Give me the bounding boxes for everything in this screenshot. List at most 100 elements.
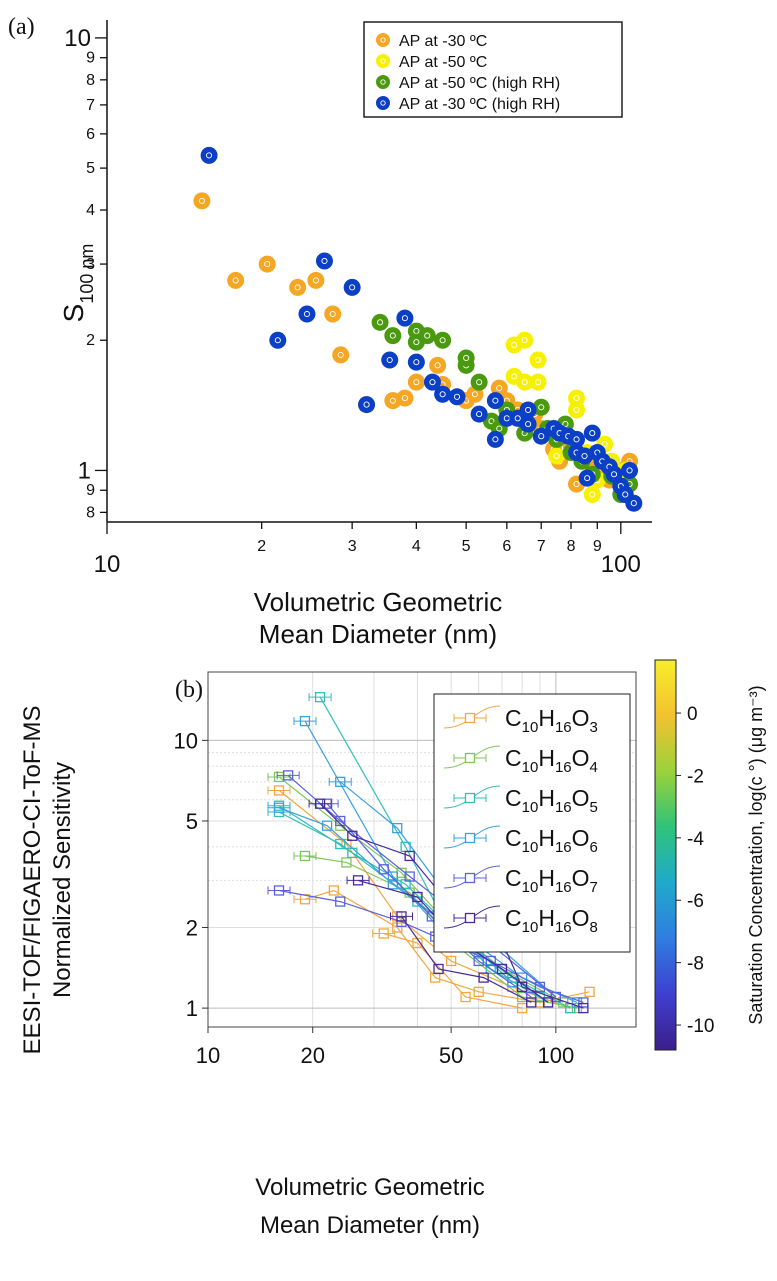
data-point [293,715,317,727]
scatter-point [532,427,550,445]
series-line [278,776,564,1003]
legend-marker-b [464,792,476,804]
scatter-point [529,351,547,369]
scatter-point [269,331,287,349]
series-line [326,803,532,998]
data-point [308,691,332,703]
legend-entry-a: AP at -50 ºC (high RH) [376,75,560,92]
y-tick-label-b: 5 [186,809,198,834]
data-point [335,838,346,850]
scatter-point [470,405,488,423]
y-tick-label-a: 7 [86,97,95,114]
scatter-point [384,327,402,345]
data-point [445,955,457,967]
x-tick-label-a: 9 [593,538,602,555]
scatter-point [516,373,534,391]
y-axis-label-a: S100 nm [58,244,97,323]
scatter-point [568,401,586,419]
x-tick-label-a: 5 [462,538,471,555]
colorbar-tick-label: -2 [687,766,704,787]
legend-marker-b [464,752,476,764]
legend-b: C10H16O3 C10H16O4 C10H16O5 C10H16O6 C10H16O7… [433,693,631,953]
colorbar-gradient [654,659,677,1051]
scatter-point [434,385,452,403]
data-point [293,850,317,862]
colorbar-tick-label: 0 [687,704,698,725]
legend-label-b: C10H16O8 [505,905,598,936]
colorbar-tick-label: -4 [687,829,704,850]
y-tick-label-a: 9 [86,482,95,499]
scatter-point [407,373,425,391]
data-point [571,1002,583,1014]
scatter-point [381,351,399,369]
colorbar-tick-label: -8 [687,954,704,975]
legend-label-a: AP at -30 ºC [399,33,487,50]
scatter-point [457,349,475,367]
legend-marker-b [464,712,476,724]
data-point [267,785,291,796]
series-line [401,916,532,1003]
legend-marker-a [376,33,390,47]
data-point [584,986,595,997]
legend-entry-a: AP at -50 ºC [376,54,487,71]
data-point [485,955,496,967]
panel-b-label: (b) [175,677,203,703]
data-point [387,879,399,890]
scatter-point [519,401,537,419]
legend-box-a [363,21,623,118]
data-point [412,891,423,903]
data-point [347,830,358,841]
scatter-point [470,373,488,391]
x-tick-label-b: 20 [300,1043,324,1068]
scatter-point [407,353,425,371]
data-point [485,963,496,975]
data-point [507,977,518,988]
data-point [346,875,370,886]
data-point [516,1002,528,1014]
scatter-point [429,356,447,374]
axes-b: 1 2 5 10 10 20 50 100 [174,671,637,1068]
y-tick-label-a: 5 [86,160,95,177]
x-axis-label-b-line1: Volumetric Geometric [255,1174,484,1201]
legend-entry-b: C10H16O3 [443,705,598,736]
legend-marker-b [464,872,476,884]
scatter-point [418,327,436,345]
data-point [328,885,339,896]
legend-marker-a [376,75,390,89]
legend-box-b [433,693,631,953]
y-tick-label-a: 2 [86,332,95,349]
y-tick-label-a: 1 [78,457,91,484]
scatter-point [358,396,376,414]
scatter-point [423,373,441,391]
legend-entry-a: AP at -30 ºC (high RH) [376,96,560,113]
scatter-point [621,461,639,479]
data-point [571,997,583,1008]
legend-label-b: C10H16O5 [505,785,598,816]
scatter-point [193,192,211,210]
y-tick-label-a: 8 [86,72,95,89]
scatter-point [332,346,350,364]
y-tick-label-a: 4 [86,202,95,219]
x-axis-label-a-line1: Volumetric Geometric [254,587,503,617]
x-tick-label-b: 100 [537,1043,574,1068]
legend-label-b: C10H16O7 [505,865,598,896]
legend-marker-b [464,832,476,844]
scatter-point [486,430,504,448]
data-point [378,864,389,875]
data-point [390,911,414,922]
series-line [304,889,590,1004]
y-axis-label-b-line1: EESI-TOF/FIGAERO-CI-ToF-MS [19,706,46,1055]
data-point [534,981,546,993]
series-line [287,774,557,998]
x-tick-label-b: 10 [196,1043,220,1068]
legend-label-b: C10H16O4 [505,745,598,776]
scatter-point [486,392,504,410]
colorbar: 0 -2 -4 -6 -8 -10 Saturation Concentration, lo… [654,659,766,1051]
data-point [276,770,300,781]
data-point [267,885,291,896]
scatter-point [289,278,307,296]
data-point [372,928,396,939]
data-point [335,896,346,907]
